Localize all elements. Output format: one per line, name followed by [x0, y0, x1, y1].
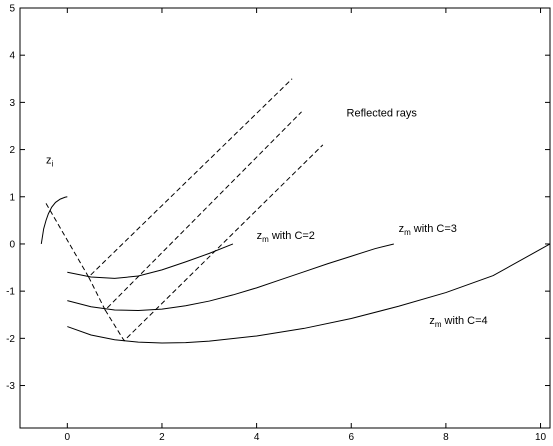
y-tick-label: 0	[9, 239, 15, 250]
x-tick-label: 0	[65, 432, 71, 443]
annotation-3: zm with C=2	[257, 230, 315, 244]
annotations: Reflected rays zi zm with C=2 zm with C=3 zm…	[46, 108, 488, 330]
annotation-5: zm with C=4	[429, 315, 487, 329]
annotation-1: Reflected rays	[347, 108, 418, 120]
series	[40, 78, 551, 344]
plot-frame	[19, 7, 551, 429]
x-tick-label: 2	[159, 432, 165, 443]
y-tick-label: -2	[6, 334, 15, 345]
series-line-6	[88, 111, 302, 311]
y-tick-label: 1	[9, 192, 15, 203]
series-line-1	[40, 196, 68, 245]
series-line-5	[45, 78, 293, 278]
tick-labels: 0 2 4 6 8 10 -3 -2 -1 0 1 2 3 4 5	[6, 4, 546, 444]
series-line-3	[67, 243, 394, 311]
x-tick-label: 6	[348, 432, 354, 443]
y-tick-label: 3	[9, 98, 15, 109]
x-tick-label: 4	[254, 432, 260, 443]
series-line-7	[104, 144, 324, 342]
annotation-2: zi	[46, 155, 54, 169]
x-tick-label: 8	[443, 432, 449, 443]
x-tick-label: 10	[535, 432, 547, 443]
series-line-2	[67, 243, 234, 279]
y-tick-label: -3	[6, 381, 15, 392]
series-line-4	[67, 243, 551, 344]
y-tick-label: 4	[9, 51, 15, 62]
y-tick-label: -1	[6, 287, 15, 298]
y-tick-label: 2	[9, 145, 15, 156]
y-tick-label: 5	[9, 4, 15, 15]
ticks	[20, 7, 550, 428]
annotation-4: zm with C=3	[399, 223, 457, 237]
